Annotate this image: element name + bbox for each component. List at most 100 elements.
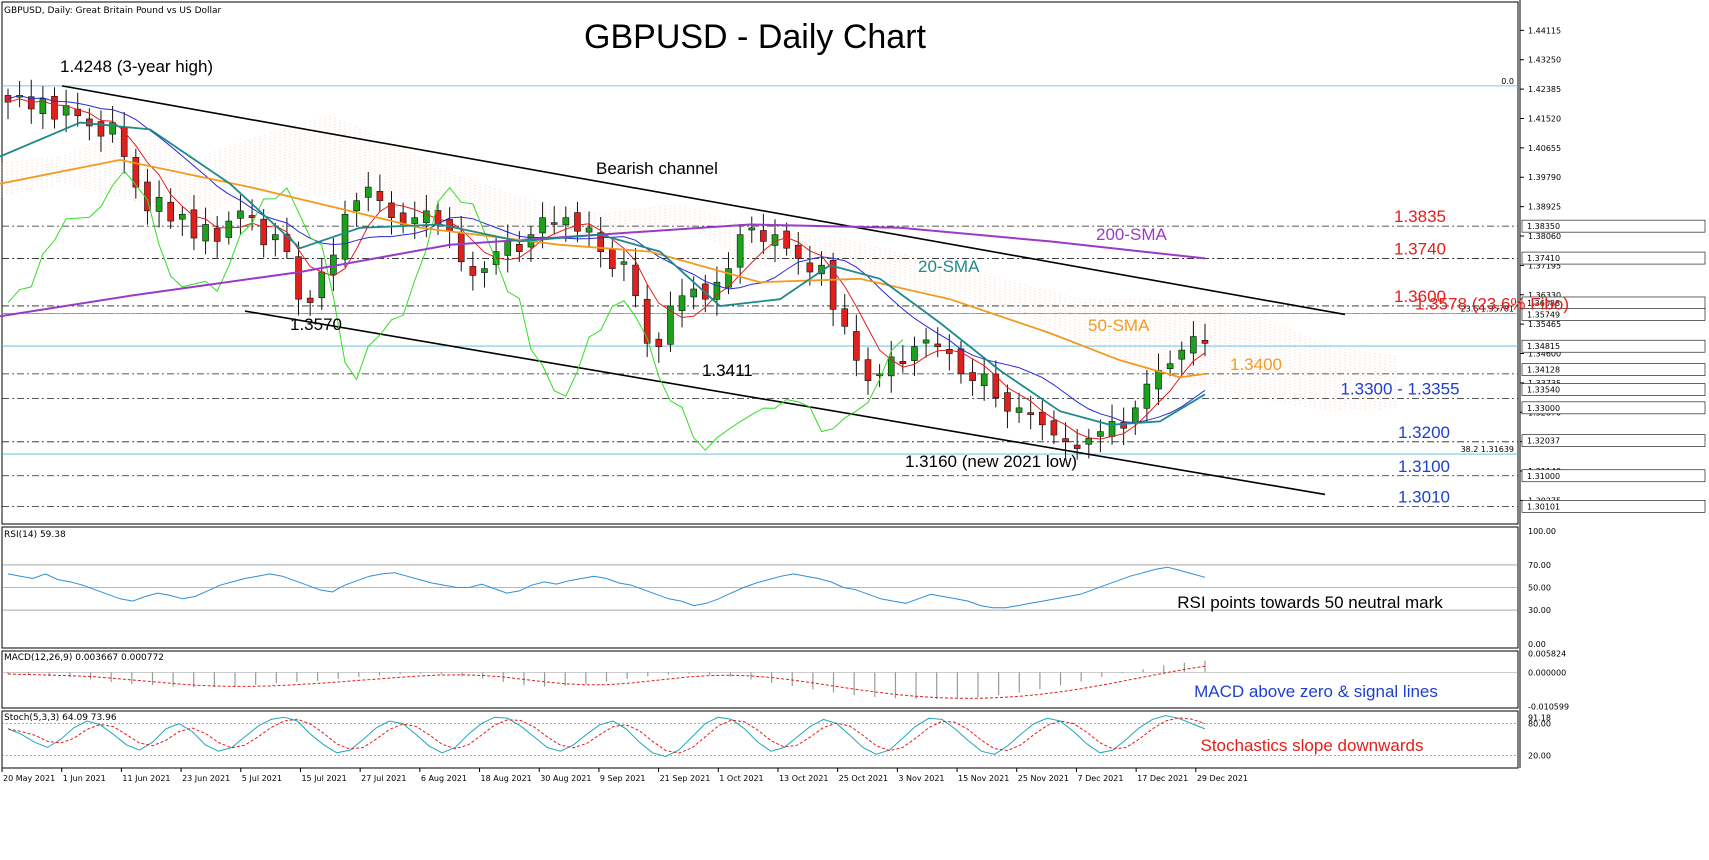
candle-bearish (609, 249, 616, 269)
chart-annotation: 20-SMA (918, 257, 980, 276)
candle-bullish (1190, 336, 1197, 354)
candle-bullish (667, 305, 674, 345)
candle-bullish (318, 271, 326, 299)
price-tag-label: 1.34815 (1527, 342, 1560, 351)
candle-bullish (1015, 407, 1023, 413)
candle-bullish (620, 261, 628, 265)
x-tick-label: 15 Jul 2021 (301, 774, 346, 783)
x-tick-label: 7 Dec 2021 (1077, 774, 1123, 783)
y-tick-label: 1.40655 (1528, 144, 1561, 153)
candle-bearish (760, 230, 767, 242)
candle-bullish (237, 210, 244, 219)
candle-bearish (74, 108, 82, 117)
fib-label: 0.0 (1501, 77, 1514, 86)
candle-bullish (980, 373, 988, 387)
candle-bearish (260, 218, 267, 246)
fib-label: 23.6 1.35781 (1461, 304, 1514, 313)
level-label: 1.3100 (1398, 457, 1450, 476)
rsi-tick-label: 100.00 (1528, 527, 1556, 536)
stoch-tick-label: 20.00 (1528, 751, 1551, 760)
rsi-tick-label: 30.00 (1528, 606, 1551, 615)
candle-bullish (690, 288, 697, 298)
stoch-tick-label: 80.00 (1528, 720, 1551, 729)
candle-bearish (1073, 444, 1081, 449)
candle-bearish (969, 372, 976, 381)
price-tag-label: 1.35749 (1527, 310, 1560, 319)
price-tag (1521, 219, 1706, 233)
x-tick-label: 3 Nov 2021 (898, 774, 944, 783)
candle-bearish (841, 308, 849, 327)
y-tick-label: 1.36330 (1528, 291, 1561, 300)
price-tag (1521, 363, 1706, 376)
x-tick-label: 5 Jul 2021 (242, 774, 282, 783)
y-tick-label: 1.38060 (1528, 232, 1561, 241)
candle-bullish (1166, 363, 1174, 370)
main-frame (1, 1, 1519, 525)
y-tick-label: 1.44115 (1528, 26, 1561, 35)
rsi-note: RSI points towards 50 neutral mark (1177, 593, 1443, 612)
x-tick-label: 9 Sep 2021 (600, 774, 646, 783)
candle-bearish (388, 202, 395, 218)
candle-bearish (550, 222, 558, 225)
candle-bearish (899, 361, 907, 364)
rsi-panel: 100.00 70.00 50.00 30.00 0.00 RSI(14) 59.38 RS… (1, 526, 1556, 649)
x-tick-label: 25 Oct 2021 (839, 774, 888, 783)
chart-annotation: 1.3160 (new 2021 low) (905, 452, 1077, 471)
candle-bearish (248, 215, 256, 218)
chart-annotation: 200-SMA (1096, 225, 1168, 244)
candle-bearish (632, 264, 639, 297)
level-label: 1.3835 (1394, 207, 1446, 226)
candle-bearish (853, 331, 860, 361)
stoch-tick-label: 91.18 (1528, 714, 1551, 723)
candle-bullish (922, 339, 930, 344)
chart-annotation: 1.3411 (702, 361, 753, 380)
chart-annotation: 1.3570 (290, 315, 342, 334)
candle-bullish (1143, 383, 1151, 409)
x-tick-label: 18 Aug 2021 (481, 774, 532, 783)
x-tick-label: 20 May 2021 (3, 774, 55, 783)
candle-bullish (364, 186, 372, 198)
candle-bearish (283, 234, 291, 252)
price-tag (1521, 308, 1706, 321)
candle-bearish (376, 191, 384, 201)
fib-label: 38.2 1.31639 (1461, 445, 1514, 454)
y-tick-label: 1.41520 (1528, 114, 1561, 123)
stoch-label: Stoch(5,3,3) 64.09 73.96 (4, 713, 117, 723)
candle-bullish (179, 213, 186, 220)
level-label: 1.3600 (1394, 287, 1446, 306)
candle-bullish (771, 234, 779, 246)
sma-line-50-sma (0, 158, 1206, 379)
candle-bullish (225, 220, 233, 238)
candle-bearish (574, 212, 581, 232)
price-tag-label: 1.32037 (1527, 437, 1560, 446)
y-tick-label: 1.38925 (1528, 203, 1561, 212)
macd-frame (1, 650, 1519, 709)
chart-annotation: Bearish channel (596, 159, 718, 178)
candle-bullish (911, 346, 918, 361)
price-tag-label: 1.38350 (1527, 222, 1560, 231)
candle-bullish (876, 373, 883, 377)
level-label: 1.3578 (23.6% Fibo) (1415, 294, 1569, 313)
y-tick-label: 1.34600 (1528, 350, 1561, 359)
x-tick-label: 21 Sep 2021 (660, 774, 711, 783)
candle-bullish (585, 227, 593, 233)
level-label: 1.3200 (1398, 423, 1450, 442)
candle-bearish (516, 244, 523, 252)
candle-bearish (783, 230, 790, 249)
candle-bearish (1050, 420, 1058, 436)
candle-bearish (1120, 421, 1127, 429)
candle-bullish (748, 227, 756, 231)
candle-bullish (736, 234, 744, 268)
candle-bearish (457, 232, 465, 263)
macd-note: MACD above zero & signal lines (1194, 682, 1438, 701)
candle-bullish (539, 217, 546, 234)
level-label: 1.3010 (1398, 487, 1450, 506)
price-tag (1521, 500, 1706, 513)
candle-bearish (97, 121, 105, 137)
x-tick-label: 29 Dec 2021 (1197, 774, 1248, 783)
candle-bearish (295, 256, 302, 300)
candle-bearish (51, 95, 58, 120)
x-tick-label: 15 Nov 2021 (958, 774, 1009, 783)
